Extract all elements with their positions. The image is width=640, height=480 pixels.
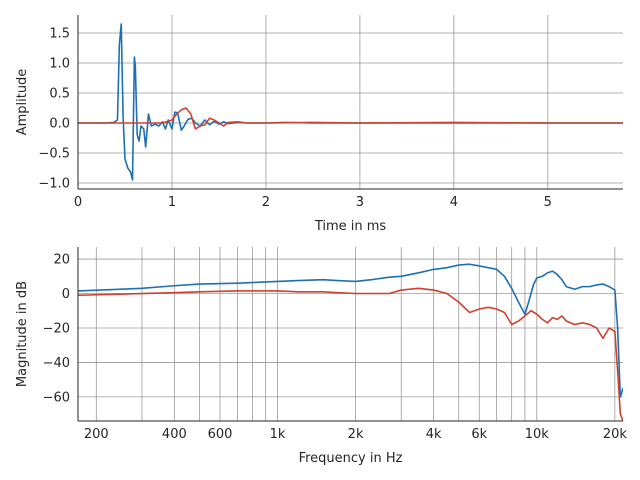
y-tick-label: 20 [53, 253, 70, 268]
y-axis-label: Amplitude [15, 69, 30, 136]
x-tick-label: 10k [525, 427, 550, 442]
series-line-1 [78, 263, 623, 398]
chart-panel-1: 0 1 2 3 4 5 −1.0 −0.5 0.0 0.5 1.0 1.5 Time in ms Ampl… [15, 15, 623, 234]
y-tick-label: 1.0 [49, 57, 70, 72]
series-line-2 [78, 287, 623, 421]
y-tick-label: −40 [43, 356, 70, 371]
x-tick-label: 1k [270, 427, 286, 442]
chart-panel-2: 200 400 600 1k 2k 4k 6k 10k 20k −60 −40 −20 0 20 Frequ… [15, 247, 627, 466]
y-axis-label: Magnitude in dB [15, 281, 30, 387]
y-tick-label: 0.0 [49, 117, 70, 132]
y-tick-label: −0.5 [38, 147, 70, 162]
x-tick-label: 1 [168, 195, 176, 210]
x-tick-label: 5 [544, 195, 552, 210]
y-tick-label: 0.5 [49, 87, 70, 102]
x-axis-label: Frequency in Hz [299, 451, 403, 466]
x-tick-label: 6k [471, 427, 487, 442]
y-tick-label: 0 [62, 287, 70, 302]
x-tick-label: 2k [348, 427, 364, 442]
series-line-1 [78, 23, 623, 181]
y-tick-label: −20 [43, 321, 70, 336]
x-tick-label: 3 [356, 195, 364, 210]
x-tick-label: 2 [262, 195, 270, 210]
y-tick-label: −60 [43, 390, 70, 405]
x-tick-label: 200 [84, 427, 109, 442]
x-tick-label: 600 [208, 427, 233, 442]
y-tick-label: −1.0 [38, 177, 70, 192]
series-line-2 [78, 107, 623, 130]
x-axis-label: Time in ms [314, 219, 387, 234]
y-tick-label: 1.5 [49, 27, 70, 42]
x-tick-label: 20k [603, 427, 628, 442]
x-tick-label: 4 [450, 195, 458, 210]
x-tick-label: 0 [74, 195, 82, 210]
x-tick-label: 4k [426, 427, 442, 442]
x-tick-label: 400 [162, 427, 187, 442]
